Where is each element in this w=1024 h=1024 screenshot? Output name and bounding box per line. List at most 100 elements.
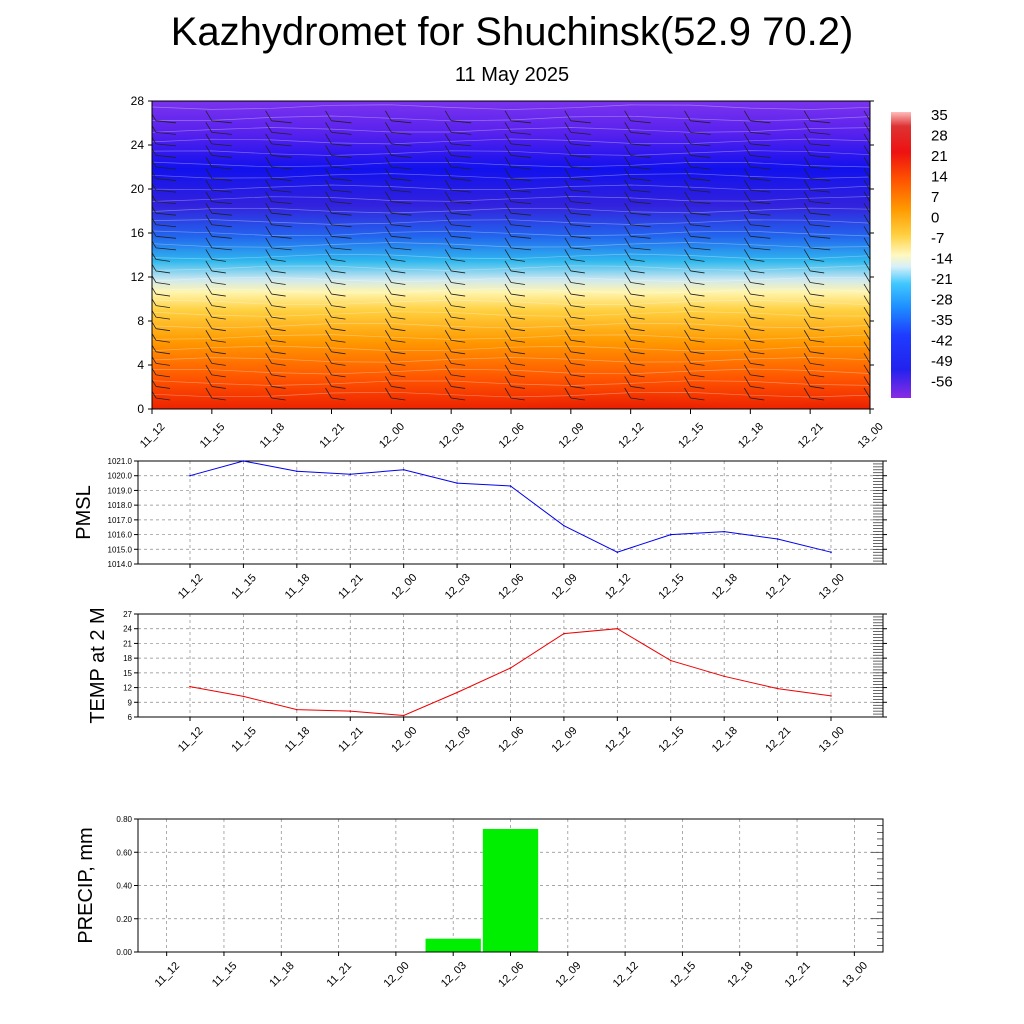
wind-barb [384, 364, 406, 378]
wind-barb [684, 283, 705, 297]
wind-barb [205, 122, 232, 135]
y-tick-label: 1014.0 [108, 560, 133, 569]
wind-barb [564, 214, 591, 228]
wind-barb [684, 156, 711, 170]
y-tick-label: 28 [131, 94, 145, 108]
wind-barb [325, 168, 352, 181]
wind-barb [265, 110, 292, 124]
x-tick-label: 12_00 [377, 421, 407, 451]
wind-barb [325, 191, 352, 205]
wind-barb [684, 364, 705, 378]
wind-barb [384, 179, 412, 193]
x-tick-label: 12_09 [553, 960, 583, 990]
wind-barb [205, 295, 226, 308]
wind-barb [504, 179, 532, 193]
wind-barb [684, 179, 711, 193]
x-tick-label: 11_21 [336, 725, 366, 755]
wind-barb [863, 179, 870, 191]
wind-barb [384, 272, 406, 285]
wind-barb [384, 376, 406, 389]
x-tick-label: 12_18 [710, 572, 740, 602]
x-tick-label: 11_18 [267, 960, 297, 990]
y-axis-label: TEMP at 2 M [87, 607, 109, 723]
wind-barb [624, 145, 651, 158]
wind-barb [803, 341, 825, 355]
wind-barb [743, 364, 765, 378]
y-tick-label: 8 [137, 314, 144, 328]
wind-barb [564, 306, 585, 320]
y-tick-label: 1019.0 [108, 486, 133, 495]
wind-barb [265, 133, 292, 147]
wind-barb [504, 145, 532, 158]
wind-barb [205, 260, 226, 274]
wind-barb [743, 283, 765, 297]
wind-barb [504, 226, 532, 239]
wind-barb [863, 145, 870, 156]
colorbar-label: -35 [931, 312, 953, 329]
x-tick-label: 12_18 [736, 421, 766, 451]
x-tick-label: 12_06 [496, 960, 526, 990]
x-tick-label: 11_15 [229, 725, 259, 755]
x-tick-label: 12_00 [389, 572, 419, 602]
wind-barb [444, 387, 466, 401]
wind-barb [564, 110, 591, 124]
wind-barb [743, 179, 771, 193]
wind-barb [205, 214, 232, 228]
y-tick-label: 18 [123, 654, 132, 663]
isoline [152, 138, 870, 145]
x-tick-label: 11_18 [258, 421, 288, 451]
x-tick-label: 12_21 [796, 421, 826, 451]
data-point [830, 695, 832, 697]
wind-barb [152, 263, 171, 274]
wind-barb [265, 306, 286, 320]
wind-barb [384, 260, 406, 274]
wind-barb [624, 249, 645, 262]
x-tick-label: 11_21 [336, 572, 366, 602]
y-tick-label: 0.20 [116, 915, 132, 924]
wind-barb [152, 309, 171, 320]
wind-barb [205, 237, 232, 251]
wind-barb [504, 364, 526, 378]
colorbar-label: -42 [931, 333, 953, 350]
wind-barb [384, 295, 406, 308]
wind-barb [265, 295, 286, 308]
wind-barb [684, 226, 711, 239]
wind-barb [504, 249, 526, 262]
wind-barb [863, 168, 870, 179]
wind-barb [152, 148, 177, 158]
wind-barb [325, 202, 352, 216]
wind-barb [684, 122, 711, 135]
wind-barb [803, 330, 825, 343]
wind-barb [564, 318, 585, 332]
x-tick-label: 11_18 [283, 725, 313, 755]
wind-barb [564, 202, 591, 216]
wind-barb [863, 249, 870, 260]
wind-barb [265, 318, 286, 332]
wind-barb [504, 191, 532, 205]
wind-barb [504, 260, 526, 274]
wind-barb [152, 251, 171, 262]
wind-barb [624, 295, 645, 308]
wind-barb [564, 272, 585, 285]
wind-barb [624, 179, 651, 193]
data-point [296, 470, 298, 473]
wind-barb [444, 249, 466, 262]
wind-barb [863, 283, 870, 295]
wind-barb [624, 214, 651, 228]
wind-barb [743, 214, 771, 228]
wind-barb [743, 122, 771, 135]
x-tick-label: 12_18 [725, 960, 755, 990]
wind-barb [325, 110, 352, 124]
x-tick-label: 12_00 [382, 960, 412, 990]
wind-barb [684, 353, 705, 366]
wind-barb [504, 353, 526, 366]
colorbar-label: 21 [931, 148, 948, 165]
wind-barb [803, 249, 825, 262]
wind-barb [504, 133, 532, 147]
y-tick-label: 0.80 [116, 815, 132, 824]
wind-barb [152, 136, 177, 147]
wind-barb [803, 387, 825, 401]
wind-barb [803, 191, 831, 205]
x-tick-label: 11_21 [325, 960, 355, 990]
wind-barb [152, 171, 177, 181]
